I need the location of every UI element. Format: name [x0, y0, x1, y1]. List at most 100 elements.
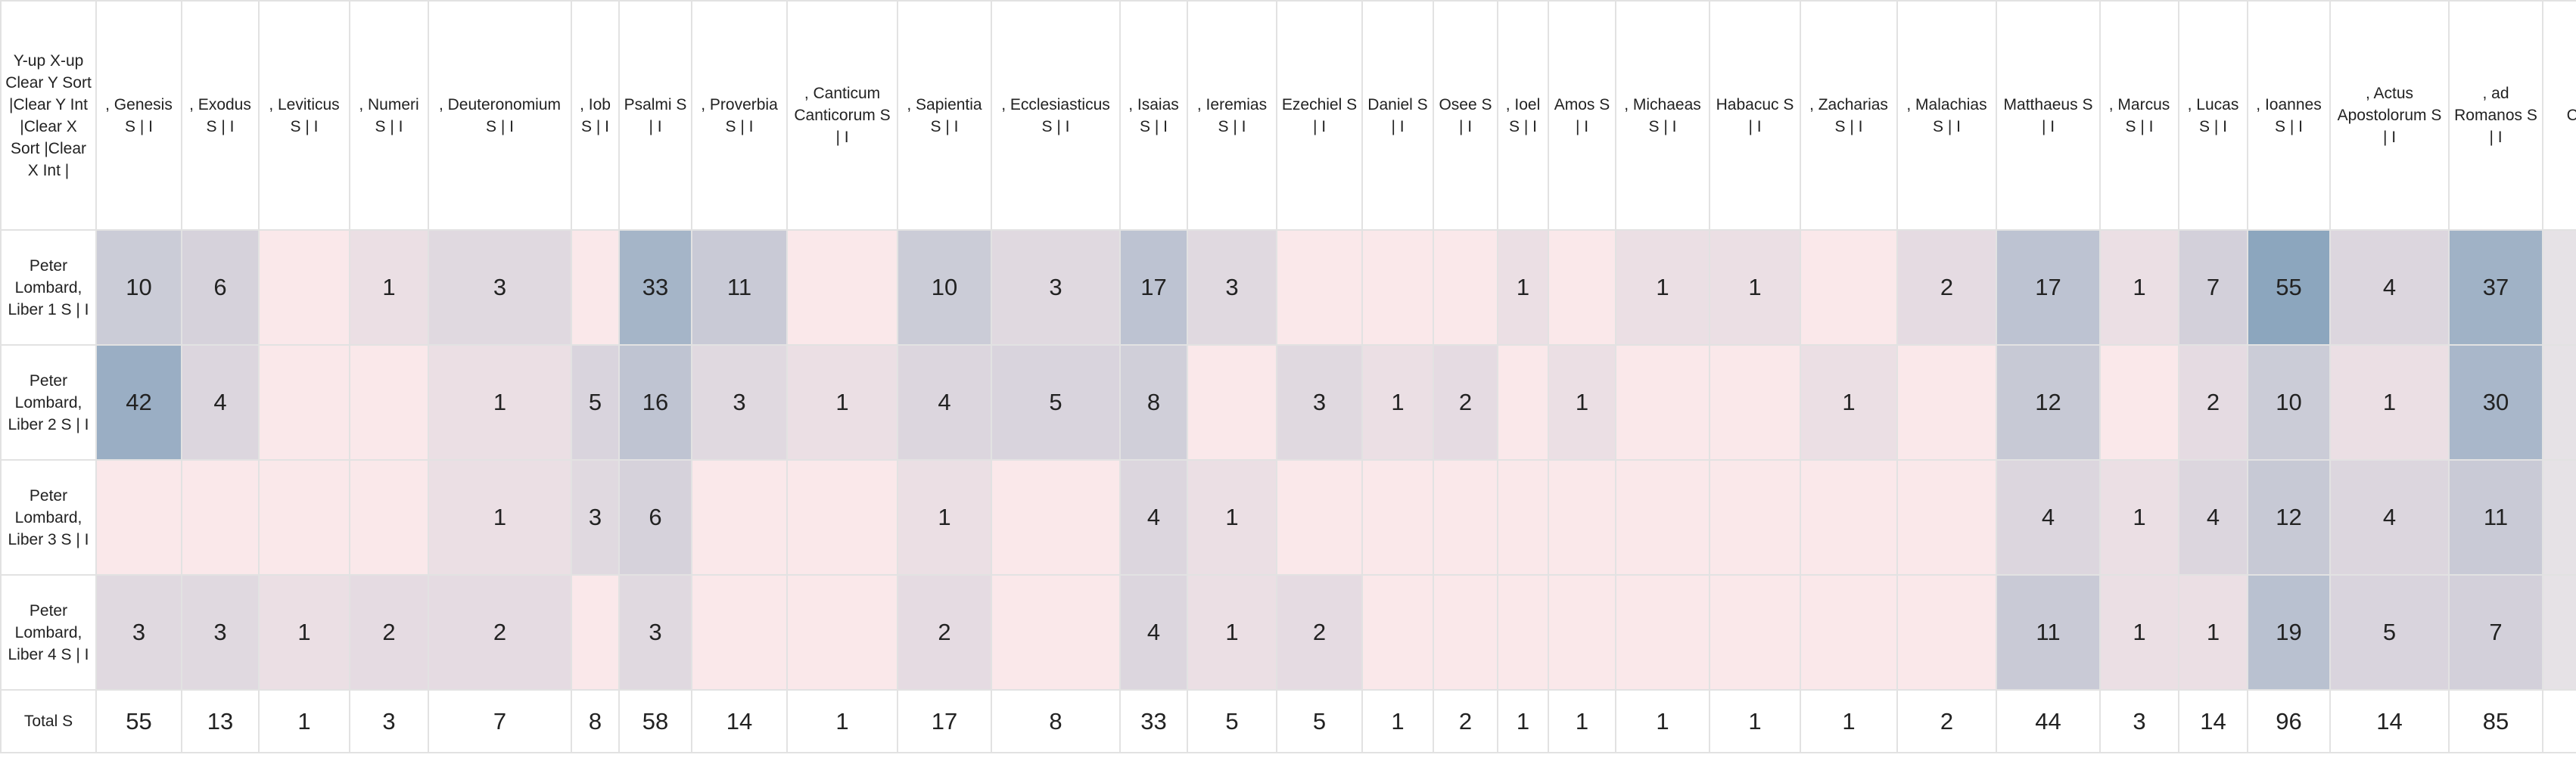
heat-cell — [1800, 229, 1898, 346]
total-cell: 1 — [1800, 689, 1898, 753]
heat-cell — [691, 459, 788, 576]
heat-cell — [258, 459, 350, 576]
heat-cell: 1 — [2329, 344, 2450, 461]
heat-cell: 42 — [95, 344, 182, 461]
heat-cell: 4 — [2178, 459, 2248, 576]
heat-cell — [1709, 574, 1801, 691]
column-header: Ezechiel S | I — [1276, 0, 1363, 231]
heat-cell — [1800, 574, 1898, 691]
heat-cell — [1497, 459, 1549, 576]
total-cell: 14 — [2329, 689, 2450, 753]
heat-cell — [2542, 574, 2576, 691]
heat-cell: 2 — [1276, 574, 1363, 691]
total-cell: 96 — [2247, 689, 2331, 753]
heat-cell: 10 — [897, 229, 992, 346]
total-cell: 17 — [897, 689, 992, 753]
column-header: , Deuteronomium S | I — [428, 0, 572, 231]
heat-cell: 37 — [2448, 229, 2543, 346]
heat-cell — [1709, 459, 1801, 576]
heat-cell: 16 — [618, 344, 692, 461]
heat-cell: 3 — [691, 344, 788, 461]
column-header: , Ecclesiasticus S | I — [991, 0, 1121, 231]
heat-cell: 6 — [181, 229, 260, 346]
heat-cell — [1896, 574, 1997, 691]
total-cell: 2 — [1896, 689, 1997, 753]
heat-cell — [258, 344, 350, 461]
heat-cell — [1615, 344, 1710, 461]
heat-cell: 1 — [1800, 344, 1898, 461]
heat-cell — [991, 574, 1121, 691]
heat-cell: 33 — [618, 229, 692, 346]
heat-cell: 4 — [2329, 459, 2450, 576]
heat-cell — [1709, 344, 1801, 461]
heat-cell: 3 — [991, 229, 1121, 346]
heat-cell: 12 — [2247, 459, 2331, 576]
row-label: Peter Lombard, Liber 1 S | I — [0, 229, 97, 346]
column-header: , Canticum Canticorum S | I — [786, 0, 898, 231]
column-header: Daniel S | I — [1361, 0, 1434, 231]
column-header: , Isaias S | I — [1119, 0, 1188, 231]
total-cell: 8 — [571, 689, 620, 753]
column-header: , Exodus S | I — [181, 0, 260, 231]
total-cell: 58 — [618, 689, 692, 753]
heat-cell — [1615, 459, 1710, 576]
heat-cell — [1433, 459, 1498, 576]
heat-cell: 1 — [2178, 574, 2248, 691]
heat-cell — [786, 574, 898, 691]
column-header: , Ioannes S | I — [2247, 0, 2331, 231]
row-label: Peter Lombard, Liber 4 S | I — [0, 574, 97, 691]
total-cell: 13 — [181, 689, 260, 753]
heat-cell: 3 — [181, 574, 260, 691]
total-cell: 55 — [95, 689, 182, 753]
heat-cell — [1548, 574, 1616, 691]
corner-controls: Y-up X-up Clear Y Sort |Clear Y Int |Cle… — [0, 0, 97, 231]
heat-cell: 1 — [1548, 344, 1616, 461]
heat-cell: 3 — [428, 229, 572, 346]
heat-cell — [691, 574, 788, 691]
heat-cell — [1615, 574, 1710, 691]
column-header: Co — [2542, 0, 2576, 231]
heat-cell — [1896, 459, 1997, 576]
heat-cell — [181, 459, 260, 576]
heat-cell: 1 — [1361, 344, 1434, 461]
total-cell: 8 — [991, 689, 1121, 753]
heat-cell — [1497, 574, 1549, 691]
heat-cell: 1 — [428, 344, 572, 461]
heat-cell: 7 — [2448, 574, 2543, 691]
heat-cell: 4 — [181, 344, 260, 461]
data-row: Peter Lombard, Liber 4 S | I 3 3 1 2 2 3 2 4 1 2 11… — [0, 574, 2576, 691]
column-header: Psalmi S | I — [618, 0, 692, 231]
heat-cell: 8 — [1119, 344, 1188, 461]
column-header: , Ioel S | I — [1497, 0, 1549, 231]
row-label: Peter Lombard, Liber 2 S | I — [0, 344, 97, 461]
heat-cell — [1896, 344, 1997, 461]
total-cell: 1 — [1548, 689, 1616, 753]
heat-cell: 1 — [2099, 574, 2179, 691]
total-cell: 5 — [1187, 689, 1277, 753]
heat-cell — [2099, 344, 2179, 461]
total-cell: 7 — [428, 689, 572, 753]
total-cell: 14 — [691, 689, 788, 753]
heat-cell — [349, 459, 429, 576]
heat-cell: 3 — [95, 574, 182, 691]
column-header: Habacuc S | I — [1709, 0, 1801, 231]
total-cell: 1 — [1361, 689, 1434, 753]
heat-cell — [95, 459, 182, 576]
heat-cell: 30 — [2448, 344, 2543, 461]
data-row: Peter Lombard, Liber 2 S | I 42 4 1 5 16 3 1 4 5 8… — [0, 344, 2576, 461]
total-cell: 2 — [1433, 689, 1498, 753]
heat-cell — [1361, 574, 1434, 691]
heat-cell — [2542, 229, 2576, 346]
heat-cell: 4 — [2329, 229, 2450, 346]
row-label: Total S — [0, 689, 97, 753]
total-row: Total S 55 13 1 3 7 8 58 14 1 17 8 33 5 5 1 2 1 1 1 1 1 2 44 3 14… — [0, 689, 2576, 753]
heat-cell — [1361, 459, 1434, 576]
heat-cell — [571, 229, 620, 346]
data-row: Peter Lombard, Liber 1 S | I 10 6 1 3 33 11 10 3… — [0, 229, 2576, 346]
heat-cell: 2 — [897, 574, 992, 691]
heat-cell: 1 — [897, 459, 992, 576]
total-cell: 1 — [1709, 689, 1801, 753]
heat-cell: 1 — [2099, 229, 2179, 346]
heat-cell — [2542, 344, 2576, 461]
column-header: , Ieremias S | I — [1187, 0, 1277, 231]
